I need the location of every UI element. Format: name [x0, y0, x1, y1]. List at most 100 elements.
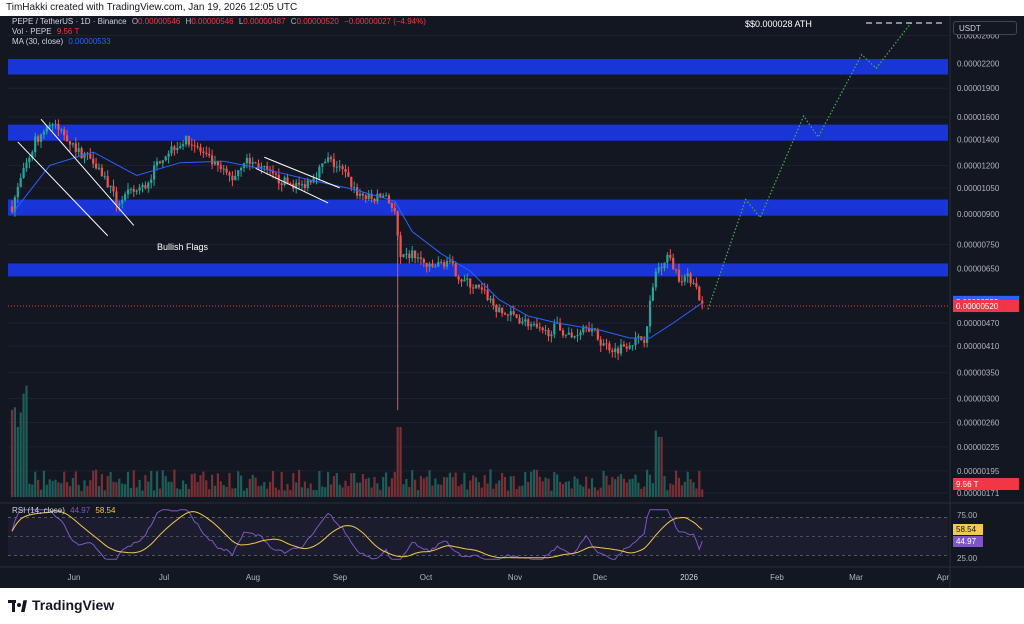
legend-high-label: H — [185, 17, 192, 26]
volume-bar — [576, 478, 579, 497]
volume-bar — [231, 488, 234, 497]
flag-line-2 — [17, 141, 109, 237]
volume-bar — [654, 430, 657, 497]
volume-bar — [370, 487, 373, 497]
volume-bar — [579, 484, 582, 497]
candle-body — [109, 185, 112, 188]
volume-bar — [677, 477, 681, 497]
candle-body — [596, 329, 599, 340]
candle-body — [208, 153, 211, 156]
volume-bar — [155, 471, 159, 497]
volume-bar — [135, 487, 138, 497]
candle-body — [408, 253, 411, 259]
candle-body — [686, 273, 689, 277]
candle-body — [13, 197, 16, 212]
candle-body — [498, 307, 501, 312]
candle-body — [303, 184, 306, 188]
volume-bar — [260, 485, 263, 497]
legend-rsi-label: RSI (14, close) — [12, 506, 65, 515]
candle-body — [379, 193, 382, 198]
time-tick-label: Mar — [849, 573, 863, 582]
candle-body — [42, 131, 45, 135]
candle-body — [457, 276, 460, 280]
candle-body — [689, 273, 692, 284]
volume-bar — [640, 488, 643, 497]
volume-bar — [216, 473, 219, 497]
volume-bar — [121, 483, 124, 497]
candle-body — [402, 254, 405, 258]
candle-body — [440, 261, 443, 263]
legend-high: 0.00000546 — [191, 17, 234, 26]
candle-body — [654, 271, 657, 288]
volume-bar — [42, 470, 45, 497]
tradingview-logo[interactable]: TradingView — [8, 597, 114, 613]
volume-bar — [228, 472, 231, 497]
price-label: 9.56 T — [956, 480, 979, 489]
volume-bar — [686, 471, 689, 497]
volume-bar — [312, 489, 315, 497]
volume-bar — [126, 471, 130, 497]
attribution-text: TimHakki created with TradingView.com, J… — [6, 2, 298, 13]
candle-body — [608, 343, 611, 351]
candle-body — [286, 177, 289, 184]
volume-bar — [408, 486, 411, 497]
candle-body — [454, 263, 457, 277]
volume-bar — [132, 470, 135, 497]
volume-bar — [390, 478, 393, 497]
time-tick-label: Apr — [937, 573, 950, 582]
candle-body — [501, 307, 504, 314]
candle-body — [289, 183, 292, 185]
candle-body — [150, 179, 153, 183]
volume-bar — [599, 487, 602, 497]
candle-body — [121, 200, 124, 204]
volume-bar — [332, 476, 335, 497]
candle-body — [126, 189, 130, 195]
candle-body — [358, 193, 362, 196]
volume-bar — [402, 484, 405, 497]
candle-body — [132, 188, 135, 192]
candle-body — [385, 195, 388, 197]
legend-open: 0.00000546 — [138, 17, 181, 26]
candle-body — [390, 203, 393, 208]
volume-bar — [593, 487, 596, 497]
candle-body — [524, 319, 527, 322]
candle-body — [341, 166, 344, 170]
candle-body — [530, 324, 533, 327]
volume-bar — [631, 478, 634, 497]
volume-bar — [556, 474, 559, 497]
volume-bar — [358, 482, 362, 497]
volume-bar — [463, 472, 466, 497]
currency-button[interactable]: USDT — [953, 21, 1017, 35]
candle-body — [619, 344, 623, 354]
candle-body — [588, 328, 591, 332]
volume-bar — [498, 480, 501, 497]
candle-body — [173, 146, 176, 151]
candle-body — [68, 141, 72, 145]
candle-body — [347, 172, 350, 177]
legend-ma-value: 0.00000533 — [68, 37, 111, 46]
candle-body — [405, 253, 408, 255]
volume-bar — [448, 472, 451, 497]
volume-bar — [237, 471, 240, 497]
candle-body — [480, 287, 483, 290]
volume-bar — [63, 471, 66, 497]
candle-body — [31, 152, 34, 158]
volume-bar — [138, 479, 141, 497]
candle-body — [622, 344, 625, 347]
candle-body — [434, 266, 437, 268]
candle-body — [428, 263, 431, 267]
volume-bar — [477, 482, 480, 497]
time-tick-label: Oct — [420, 573, 433, 582]
volume-bar — [486, 483, 489, 497]
candle-body — [643, 340, 646, 343]
price-tick-label: 0.00000300 — [957, 394, 1000, 403]
rsi-line — [11, 509, 703, 560]
candle-body — [74, 143, 77, 153]
time-tick-label: 2026 — [680, 573, 698, 582]
candle-body — [89, 154, 92, 159]
volume-bar — [608, 484, 611, 497]
candle-body — [443, 262, 446, 267]
volume-bar — [680, 485, 683, 497]
volume-bar — [457, 486, 460, 497]
